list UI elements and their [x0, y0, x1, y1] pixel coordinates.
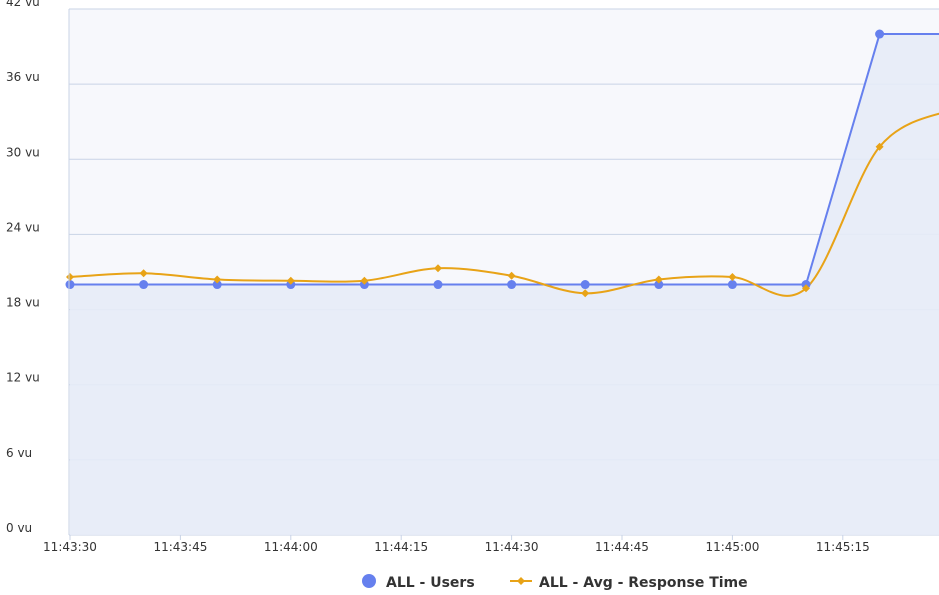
y-tick-label: 24 vu [6, 220, 40, 234]
y-tick-label: 36 vu [6, 70, 40, 84]
users-data-point[interactable] [212, 280, 222, 290]
y-tick-label: 42 vu [6, 0, 40, 9]
legend-users-symbol [362, 574, 376, 588]
users-data-point[interactable] [727, 280, 737, 290]
response-time-data-point[interactable] [139, 269, 148, 278]
users-data-point[interactable] [875, 29, 885, 39]
x-tick-label: 11:44:45 [595, 540, 649, 554]
y-tick-label: 30 vu [6, 145, 40, 159]
x-tick-label: 11:44:30 [485, 540, 539, 554]
response-time-data-point[interactable] [213, 275, 222, 284]
users-data-point[interactable] [654, 280, 664, 290]
axis-layer: 0 vu 6 vu 12 vu 18 vu 24 vu 30 vu 36 vu 42 vu 11… [6, 0, 870, 554]
legend-users-label[interactable]: ALL - Users [386, 575, 475, 591]
response-time-data-point[interactable] [875, 142, 884, 151]
y-tick-label: 6 vu [6, 446, 32, 460]
y-tick-label: 12 vu [6, 371, 40, 385]
x-tick-label: 11:45:15 [816, 540, 870, 554]
users-data-point[interactable] [65, 280, 75, 290]
legend-response-time-label[interactable]: ALL - Avg - Response Time [539, 575, 748, 591]
x-tick-label: 11:45:00 [705, 540, 759, 554]
users-data-point[interactable] [507, 280, 517, 290]
legend-response-time-symbol [517, 577, 525, 585]
response-time-data-point[interactable] [654, 275, 663, 284]
x-tick-label: 11:43:45 [153, 540, 207, 554]
response-time-data-point[interactable] [66, 273, 74, 282]
response-time-data-point[interactable] [802, 284, 810, 293]
marker-layer [65, 29, 885, 298]
y-tick-label: 0 vu [6, 521, 32, 535]
response-time-data-point[interactable] [728, 273, 737, 282]
response-time-data-point[interactable] [360, 276, 369, 285]
users-data-point[interactable] [580, 280, 590, 290]
response-time-data-point[interactable] [434, 264, 442, 273]
response-time-data-point[interactable] [286, 276, 295, 285]
response-time-data-point[interactable] [581, 289, 590, 298]
x-tick-label: 11:44:15 [374, 540, 428, 554]
response-time-data-point[interactable] [507, 271, 516, 280]
users-data-point[interactable] [433, 280, 443, 290]
legend[interactable]: ALL - Users ALL - Avg - Response Time [362, 574, 748, 591]
y-tick-label: 18 vu [6, 296, 40, 310]
x-tick-label: 11:44:00 [264, 540, 318, 554]
users-data-point[interactable] [139, 280, 149, 290]
x-tick-label: 11:43:30 [43, 540, 97, 554]
